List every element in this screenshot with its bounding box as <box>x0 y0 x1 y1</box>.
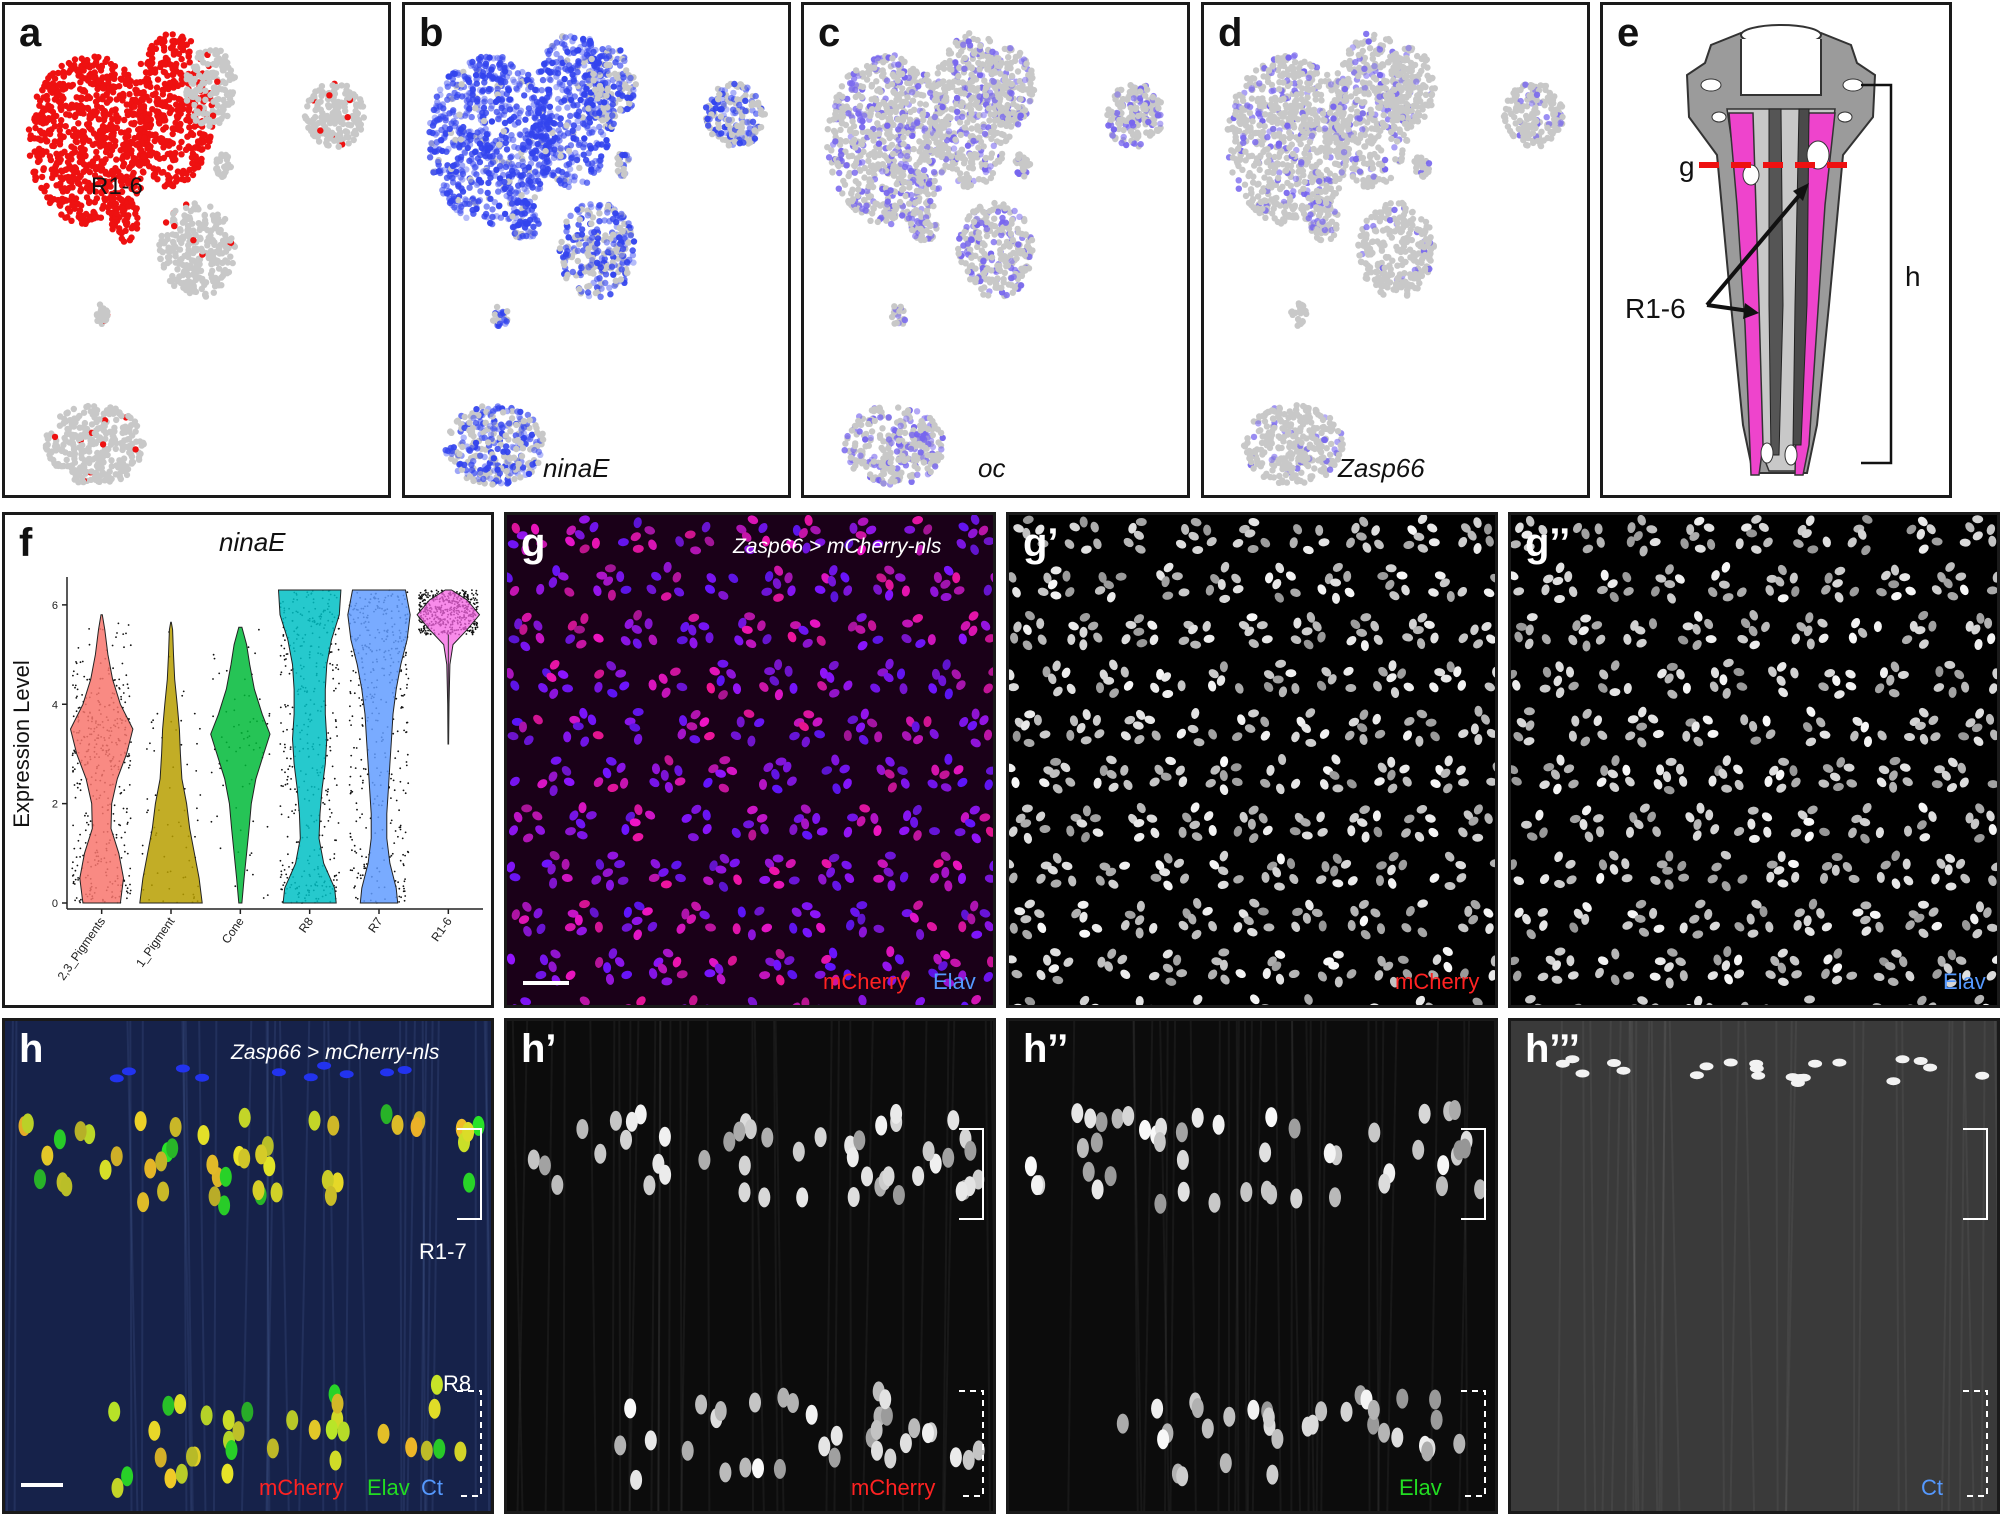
umap-plot <box>1224 30 1566 486</box>
genotype-label: Zasp66 > mCherry-nls <box>231 1041 440 1064</box>
violin-2-3-pigments <box>69 614 134 904</box>
gene-label: ninaE <box>543 453 610 483</box>
umap-plot <box>426 33 768 488</box>
gene-label: oc <box>978 453 1006 483</box>
x-tick-label: 1_Pigment <box>133 914 178 970</box>
panel-g-double-prime: g’’ Elav <box>1508 512 2000 1008</box>
panel-letter: c <box>818 11 841 55</box>
panel-h: h Zasp66 > mCherry-nls R1-7 R8 mCherry E… <box>2 1018 494 1514</box>
panel-h-double-prime: h’’ Elav <box>1006 1018 1498 1514</box>
microscopy-image <box>1024 1021 1495 1511</box>
panel-letter: b <box>419 11 444 55</box>
chart-title: ninaE <box>219 527 286 557</box>
panel-letter: h’’’ <box>1525 1027 1580 1071</box>
bracket-r8 <box>1461 1390 1486 1497</box>
y-tick-label: 0 <box>52 898 58 910</box>
panel-h-triple-prime: h’’’ Ct <box>1508 1018 2000 1514</box>
panel-c: c oc <box>801 2 1190 498</box>
bracket-r1-7 <box>1461 1128 1486 1220</box>
panel-letter: a <box>19 11 42 55</box>
panel-letter: f <box>19 521 33 565</box>
panel-letter: h’ <box>521 1027 557 1071</box>
panel-g-prime: g’ mCherry <box>1006 512 1498 1008</box>
label-r8: R8 <box>443 1371 472 1396</box>
channel-mcherry: mCherry <box>259 1475 344 1500</box>
channel-elav: Elav <box>1399 1475 1442 1500</box>
microscopy-image <box>1511 515 1997 1005</box>
panel-a: a R1-6 <box>2 2 391 498</box>
gene-label: Zasp66 <box>1338 453 1425 483</box>
panel-h-prime: h’ mCherry <box>504 1018 996 1514</box>
panel-d: d Zasp66 <box>1201 2 1590 498</box>
channel-ct: Ct <box>421 1475 443 1500</box>
channel-elav: Elav <box>367 1475 410 1500</box>
bracket-r8 <box>457 1390 482 1497</box>
panel-g: g Zasp66 > mCherry-nls mCherry Elav <box>504 512 996 1008</box>
panel-letter: d <box>1218 11 1243 55</box>
violin-cone <box>210 626 271 904</box>
label-r1-6: R1-6 <box>1625 293 1686 324</box>
umap-plot <box>25 31 367 486</box>
panel-f: f ninaE 0 2 4 6 Expression Level 2,3_Pigments… <box>2 512 494 1008</box>
channel-mcherry: mCherry <box>1395 969 1480 994</box>
y-tick-label: 2 <box>52 799 58 811</box>
x-tick-label: R8 <box>296 914 316 935</box>
panel-letter: h’’ <box>1023 1027 1069 1071</box>
scale-bar <box>523 981 569 985</box>
cluster-label-r1-6: R1-6 <box>91 173 144 200</box>
microscopy-image <box>511 1021 993 1511</box>
channel-mcherry: mCherry <box>823 969 908 994</box>
ommatidium-diagram <box>1685 24 1893 476</box>
label-r1-7: R1-7 <box>419 1239 467 1264</box>
section-label-g: g <box>1679 151 1695 182</box>
genotype-label: Zasp66 > mCherry-nls <box>733 535 942 558</box>
umap-plot <box>824 30 1164 488</box>
bracket-r1-7 <box>457 1128 482 1220</box>
panel-letter: g’’ <box>1525 521 1571 565</box>
y-tick-label: 4 <box>52 699 58 711</box>
bracket-r8 <box>1963 1390 1988 1497</box>
x-tick-label: R7 <box>365 914 385 935</box>
y-tick-label: 6 <box>52 600 58 612</box>
microscopy-image <box>5 1021 491 1511</box>
violin-r7 <box>347 589 411 904</box>
x-tick-label: 2,3_Pigments <box>55 915 109 983</box>
violin-1-pigment <box>139 621 203 904</box>
microscopy-image <box>1555 1021 1997 1511</box>
panel-letter: g <box>521 521 546 565</box>
bracket-r8 <box>959 1390 984 1497</box>
channel-elav: Elav <box>1943 969 1986 994</box>
violin-chart: 0 2 4 6 Expression Level 2,3_Pigments 1_Pigmen… <box>9 577 483 983</box>
x-tick-label: R1-6 <box>428 914 455 944</box>
y-axis-label: Expression Level <box>9 660 34 828</box>
channel-mcherry: mCherry <box>851 1475 936 1500</box>
panel-letter: e <box>1617 11 1640 55</box>
bracket-r1-7 <box>1963 1128 1988 1220</box>
scale-bar <box>21 1483 63 1487</box>
x-tick-label: Cone <box>219 914 247 946</box>
panel-e: e g h R1-6 <box>1600 2 1952 498</box>
panel-letter: h <box>19 1027 44 1071</box>
bracket-r1-7 <box>959 1128 984 1220</box>
microscopy-image <box>507 515 993 1005</box>
section-label-h: h <box>1905 261 1921 292</box>
channel-ct: Ct <box>1921 1475 1943 1500</box>
microscopy-image <box>1009 515 1495 1005</box>
violin-r8 <box>277 589 342 904</box>
channel-elav: Elav <box>933 969 976 994</box>
panel-b: b ninaE <box>402 2 791 498</box>
panel-letter: g’ <box>1023 521 1059 565</box>
